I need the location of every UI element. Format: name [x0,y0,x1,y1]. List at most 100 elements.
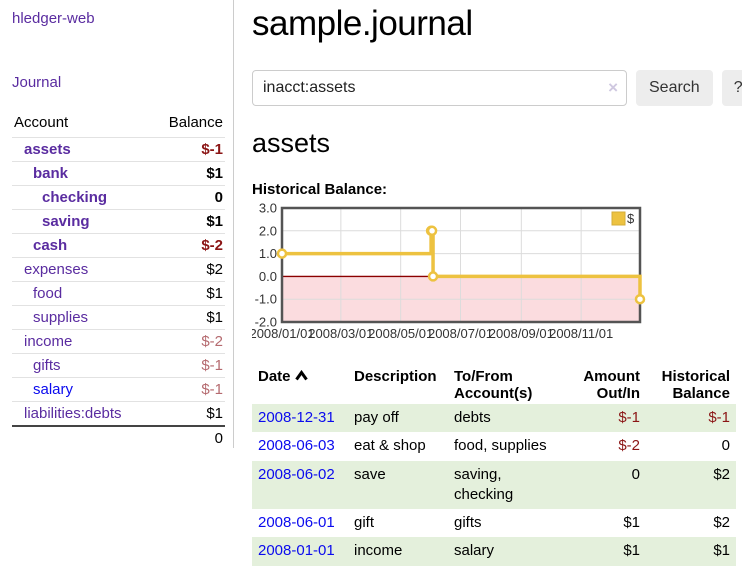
transaction-date-link[interactable]: 2008-06-03 [258,437,335,455]
account-balance: $-2 [151,233,225,258]
y-tick-label: -2.0 [255,315,277,330]
transaction-accounts: salary [448,537,566,566]
transaction-accounts: food, supplies [454,437,547,455]
page-title: sample.journal [252,4,473,43]
account-link[interactable]: liabilities:debts [24,405,122,422]
main-content: sample.journal × Search ? assets Histori… [240,0,742,566]
accounts-header-balance: Balance [168,114,223,131]
account-balance: $1 [151,209,225,234]
search-bar: × Search ? [252,70,742,106]
transaction-description: income [348,537,448,566]
transaction-date-link[interactable]: 2008-01-01 [258,542,335,560]
account-row: saving $1 [12,209,225,234]
accounts-total-row: 0 [12,425,225,450]
account-balance: $-2 [151,329,225,354]
account-link[interactable]: salary [33,381,74,398]
account-row: food $1 [12,281,225,306]
register-table: Date Description To/From Account(s) Amou… [252,366,736,566]
search-button[interactable]: Search [636,70,713,106]
accounts-header-account: Account [14,114,69,131]
transaction-accounts: debts [448,404,566,433]
account-link[interactable]: bank [33,165,69,182]
transaction-accounts: saving, checking [448,460,566,509]
account-balance: $-1 [151,137,225,162]
account-link[interactable]: expenses [24,261,89,278]
x-tick-label: 2008/05/01 [368,326,433,341]
account-balance: $1 [151,161,225,186]
y-tick-label: -1.0 [255,292,277,307]
help-button[interactable]: ? [721,70,742,106]
transaction-balance: $-1 [646,404,736,433]
account-link[interactable]: income [24,333,73,350]
account-balance: $-1 [151,377,225,402]
clear-search-icon[interactable]: × [608,78,618,97]
account-row: expenses $2 [12,257,225,282]
transaction-amount: $1 [623,514,640,531]
transaction-row: 2008-06-02 save saving, checking 0 $2 [252,460,736,509]
column-header-amount: Amount Out/In [583,368,640,402]
sort-ascending-icon [294,368,308,385]
account-link[interactable]: assets [24,141,71,158]
register-header-row: Date Description To/From Account(s) Amou… [252,366,736,404]
column-header-description: Description [354,368,437,385]
transaction-description: eat & shop [354,437,426,455]
transaction-balance: 0 [721,437,730,455]
account-row: liabilities:debts $1 [12,401,225,426]
account-row: bank $1 [12,161,225,186]
account-heading: assets [252,128,331,158]
transaction-amount: 0 [566,460,646,509]
account-balance: 0 [151,185,225,210]
x-tick-label: 2008/09/01 [489,326,554,341]
transaction-amount: $-2 [618,437,640,455]
y-tick-label: 0.0 [259,269,277,284]
transaction-balance: $2 [713,514,730,531]
transaction-date-link[interactable]: 2008-12-31 [258,409,335,426]
y-tick-label: 2.0 [259,223,277,238]
transaction-description: pay off [348,404,448,433]
account-balance: $1 [151,281,225,306]
account-row: cash $-2 [12,233,225,258]
y-tick-label: 3.0 [259,202,277,216]
transaction-balance: $2 [646,460,736,509]
transaction-balance: $1 [646,537,736,566]
transaction-row: 2008-01-01 income salary $1 $1 [252,537,736,566]
transaction-row: 2008-06-01 gift gifts $1 $2 [252,509,736,537]
legend-swatch [611,211,626,226]
column-header-accounts: To/From Account(s) [454,368,533,402]
account-link[interactable]: supplies [33,309,89,326]
transaction-date-cell: 2008-12-31 [252,404,348,433]
account-link[interactable]: saving [42,213,90,230]
x-tick-label: 2008/07/01 [428,326,493,341]
column-header-date[interactable]: Date [252,366,348,404]
transaction-description: gift [354,514,375,531]
historical-balance-chart: $3.0 2.0 1.0 0.0 -1.0 -2.0 2008/01/01 2008/03/0… [252,202,736,348]
x-tick-label: 2008/01/01 [252,326,315,341]
column-header-balance: Historical Balance [661,368,730,402]
nav-journal-link[interactable]: Journal [12,74,62,91]
app-brand-link[interactable]: hledger-web [12,10,95,27]
account-link[interactable]: gifts [33,357,61,374]
account-row: salary $-1 [12,377,225,402]
transaction-amount: $1 [566,537,646,566]
search-input[interactable] [252,70,627,106]
accounts-total-balance: 0 [151,425,225,450]
transaction-date-link[interactable]: 2008-06-02 [258,465,335,483]
account-balance: $2 [151,257,225,282]
transaction-accounts: gifts [454,514,482,531]
transaction-date-cell: 2008-06-01 [252,509,348,537]
transaction-amount: $-1 [566,404,646,433]
account-row: gifts $-1 [12,353,225,378]
transaction-description: save [348,460,448,509]
account-balance: $1 [151,401,225,426]
transaction-date-cell: 2008-06-03 [252,432,348,460]
y-tick-label: 1.0 [259,246,277,261]
account-row: checking 0 [12,185,225,210]
accounts-table: Account Balance assets $-1 bank $1 checking 0… [12,110,225,450]
account-link[interactable]: cash [33,237,68,254]
account-link[interactable]: food [33,285,63,302]
account-link[interactable]: checking [42,189,108,206]
transaction-row: 2008-12-31 pay off debts $-1 $-1 [252,404,736,433]
x-tick-label: 2008/11/01 [549,326,613,341]
x-tick-label: 2008/03/01 [308,326,373,341]
transaction-date-link[interactable]: 2008-06-01 [258,514,335,531]
